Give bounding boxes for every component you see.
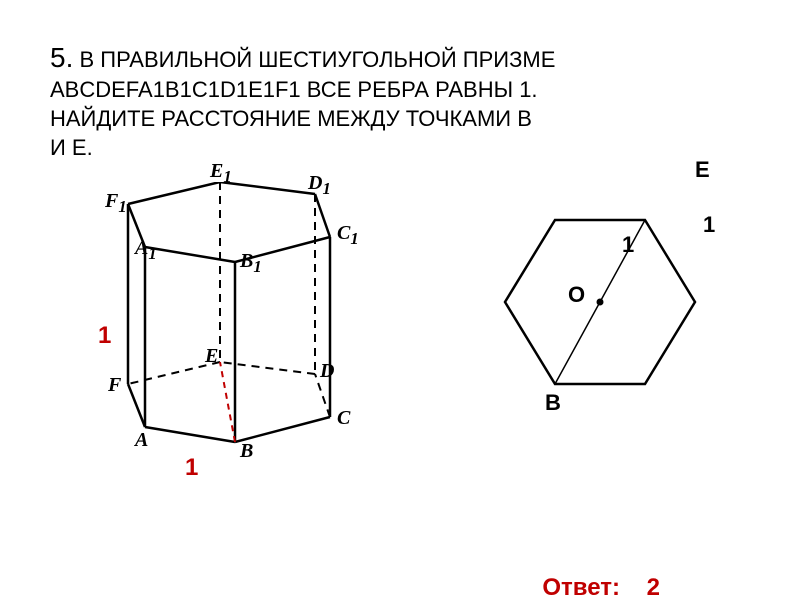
answer-label: Ответ: (542, 574, 620, 601)
prism-diagram: A1 B1 C1 D1 E1 F1 A B C D E F 1 1 (50, 182, 420, 532)
content-area: A1 B1 C1 D1 E1 F1 A B C D E F 1 1 E B O … (50, 182, 750, 602)
hex-label-1b: 1 (703, 212, 715, 238)
edge-label-1a: 1 (98, 322, 111, 350)
title-line4: И Е. (50, 135, 93, 160)
label-c1: C1 (337, 222, 359, 249)
answer-block: Ответ: 2 (542, 574, 660, 602)
hexagon-diagram: E B O 1 1 (450, 162, 750, 462)
label-b: B (240, 440, 253, 463)
label-f1: F1 (105, 190, 127, 217)
label-f: F (108, 374, 121, 397)
label-e: E (205, 345, 218, 368)
label-a: A (135, 429, 148, 452)
title-line1: В ПРАВИЛЬНОЙ ШЕСТИУГОЛЬНОЙ ПРИЗМЕ (79, 47, 555, 72)
hex-label-e: E (695, 157, 710, 183)
edge-label-1b: 1 (185, 454, 198, 482)
problem-title: 5. В ПРАВИЛЬНОЙ ШЕСТИУГОЛЬНОЙ ПРИЗМЕ ABC… (50, 40, 750, 162)
hex-label-b: B (545, 390, 561, 416)
title-line2: ABCDEFA1B1C1D1E1F1 ВСЕ РЕБРА РАВНЫ 1. (50, 77, 538, 102)
label-d1: D1 (308, 172, 331, 199)
answer-value: 2 (647, 574, 660, 601)
label-a1: A1 (135, 237, 157, 264)
label-c: C (337, 407, 350, 430)
hexagon-svg (450, 162, 750, 442)
hex-label-o: O (568, 282, 585, 308)
problem-number: 5. (50, 42, 73, 73)
label-e1: E1 (210, 160, 232, 187)
hex-label-1a: 1 (622, 232, 634, 258)
label-d: D (320, 360, 334, 383)
label-b1: B1 (240, 250, 262, 277)
title-line3: НАЙДИТЕ РАССТОЯНИЕ МЕЖДУ ТОЧКАМИ В (50, 106, 532, 131)
